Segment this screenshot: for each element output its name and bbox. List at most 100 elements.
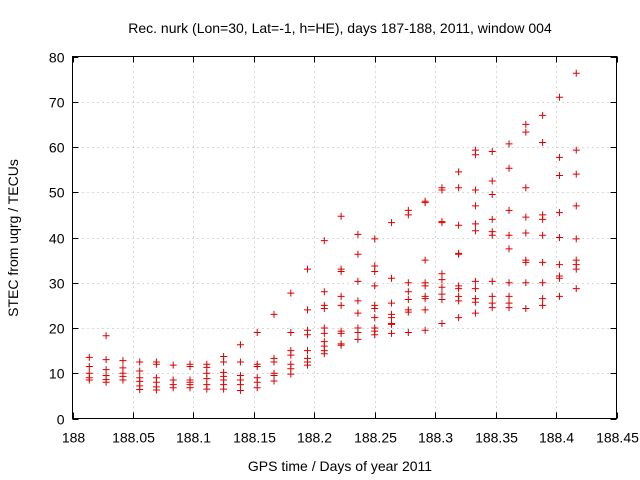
data-point — [388, 314, 396, 322]
data-point — [438, 276, 446, 284]
data-point — [539, 138, 547, 146]
data-point — [102, 378, 110, 386]
y-tick-label: 10 — [49, 366, 65, 382]
data-point — [371, 305, 379, 313]
data-point — [287, 329, 295, 337]
data-point — [471, 151, 479, 159]
data-point — [337, 292, 345, 300]
data-point — [203, 363, 211, 371]
data-point — [136, 358, 144, 366]
data-point — [471, 186, 479, 194]
data-point — [304, 331, 312, 339]
data-point — [555, 261, 563, 269]
data-point — [455, 184, 463, 192]
data-point — [572, 170, 580, 178]
data-point — [304, 347, 312, 355]
data-point — [488, 231, 496, 239]
data-point — [304, 306, 312, 314]
data-point — [136, 367, 144, 375]
data-point — [539, 295, 547, 303]
x-tick-label: 188 — [62, 430, 86, 446]
data-point — [488, 215, 496, 223]
data-point — [354, 250, 362, 258]
data-point — [488, 191, 496, 199]
x-axis-label: GPS time / Days of year 2011 — [248, 458, 432, 474]
data-point — [354, 230, 362, 238]
data-point — [320, 305, 328, 313]
data-point — [186, 384, 194, 392]
data-point — [555, 292, 563, 300]
data-point — [119, 376, 127, 384]
data-point — [555, 234, 563, 241]
data-point — [85, 362, 93, 370]
data-point — [505, 304, 513, 312]
data-point — [572, 146, 580, 154]
data-point — [421, 326, 429, 334]
data-point — [152, 386, 160, 394]
data-point — [236, 381, 244, 389]
data-point — [455, 297, 463, 305]
data-point — [253, 329, 261, 337]
data-point — [522, 305, 530, 313]
data-point — [505, 164, 513, 172]
data-point — [539, 231, 547, 239]
y-tick-label: 20 — [49, 321, 65, 337]
data-point — [421, 295, 429, 303]
data-point — [438, 219, 446, 227]
data-point — [555, 172, 563, 180]
data-point — [371, 314, 379, 322]
data-point — [253, 384, 261, 392]
data-point — [371, 331, 379, 339]
data-point — [354, 297, 362, 305]
y-tick-label: 60 — [49, 140, 65, 156]
data-point — [85, 376, 93, 384]
data-point — [455, 285, 463, 293]
data-point — [471, 202, 479, 210]
data-point — [404, 211, 412, 219]
data-point — [404, 288, 412, 296]
data-point — [488, 292, 496, 300]
data-point — [287, 351, 295, 359]
data-point — [320, 288, 328, 296]
data-point — [471, 227, 479, 235]
data-point — [421, 199, 429, 207]
data-point — [505, 245, 513, 253]
data-point — [539, 301, 547, 309]
x-tick-label: 188.05 — [112, 430, 155, 446]
data-point — [102, 356, 110, 364]
data-point — [539, 258, 547, 266]
y-tick-label: 0 — [57, 412, 65, 428]
data-point — [455, 168, 463, 176]
data-point — [270, 377, 278, 385]
data-point — [539, 279, 547, 287]
data-point — [85, 353, 93, 361]
data-point — [152, 360, 160, 368]
data-point — [438, 283, 446, 291]
data-point — [388, 320, 396, 328]
data-point — [488, 277, 496, 285]
data-point — [455, 314, 463, 322]
data-point — [421, 256, 429, 264]
data-point — [169, 361, 177, 369]
data-point — [522, 120, 530, 128]
data-point — [354, 335, 362, 343]
data-point — [555, 274, 563, 282]
chart-title: Rec. nurk (Lon=30, Lat=-1, h=HE), days 1… — [128, 20, 552, 36]
data-point — [169, 384, 177, 392]
data-point — [337, 267, 345, 275]
data-point — [438, 186, 446, 194]
data-point — [220, 358, 228, 366]
data-point — [421, 282, 429, 290]
x-tick-label: 188.1 — [176, 430, 211, 446]
data-point — [539, 111, 547, 119]
data-point — [421, 306, 429, 314]
data-point — [404, 279, 412, 287]
data-point — [404, 329, 412, 337]
data-point — [522, 128, 530, 136]
y-tick-label: 30 — [49, 276, 65, 292]
data-point — [371, 235, 379, 243]
y-tick-label: 70 — [49, 95, 65, 111]
data-point — [505, 206, 513, 214]
y-tick-label: 40 — [49, 231, 65, 247]
